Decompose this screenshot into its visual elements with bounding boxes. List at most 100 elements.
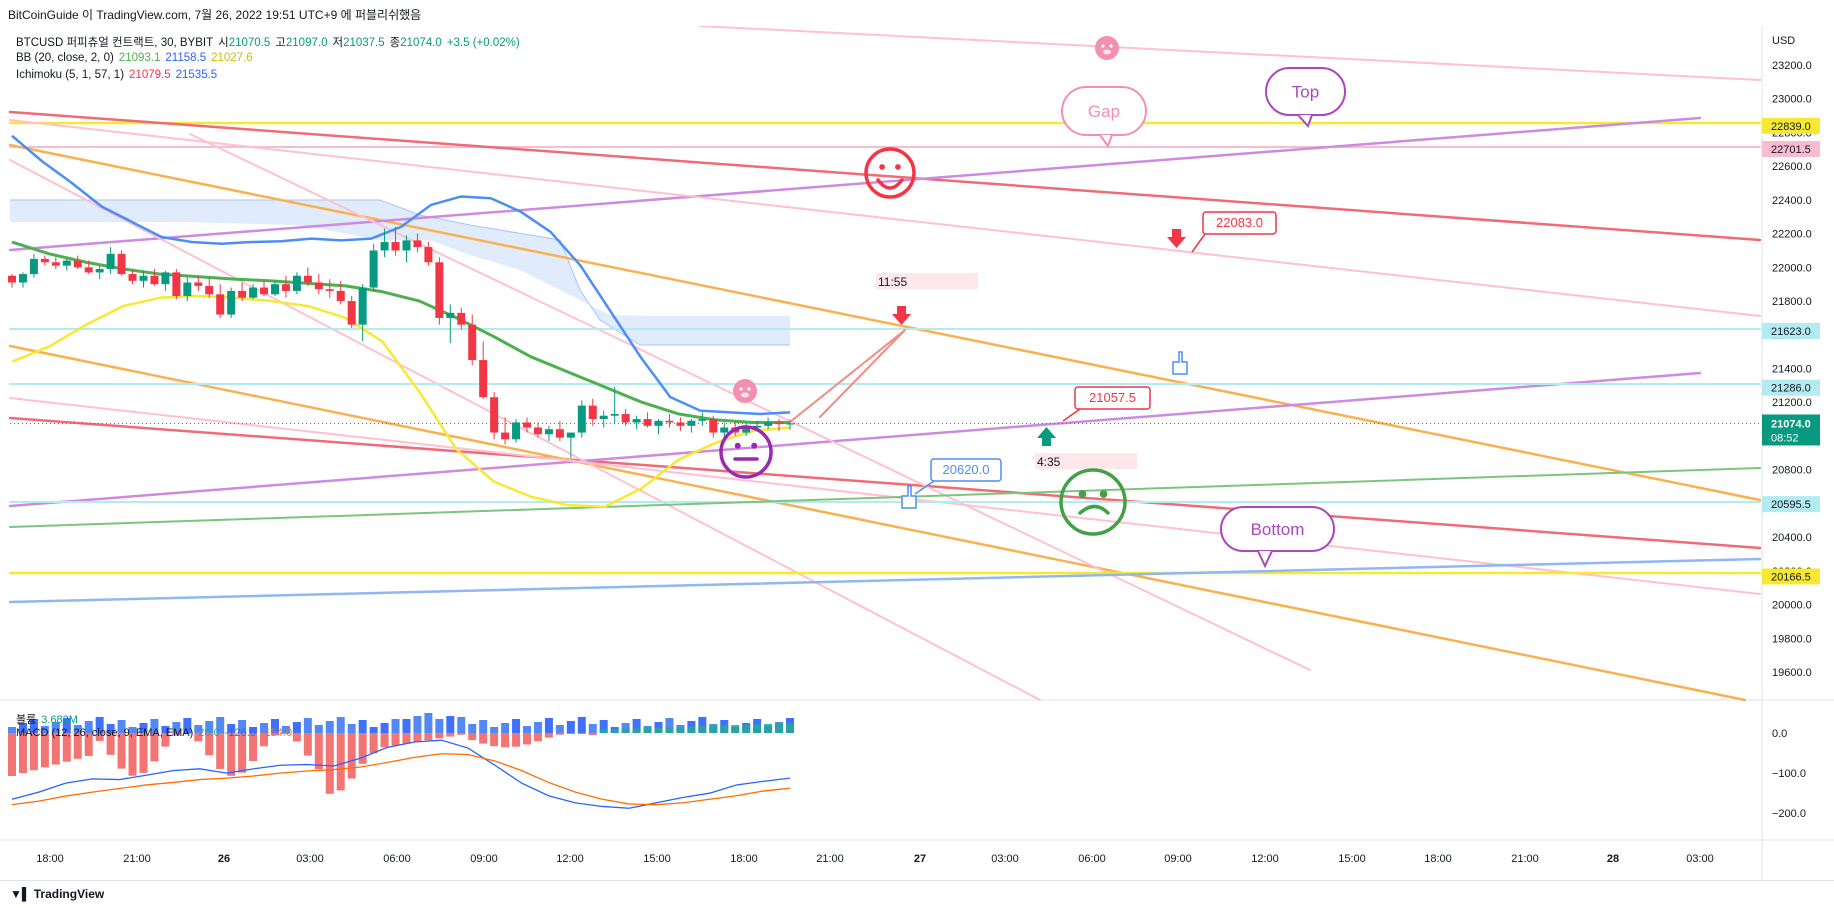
volume-bar [621, 723, 630, 733]
macd-hist-bar [588, 733, 597, 736]
macd-hist-bar [786, 723, 794, 733]
macd-hist-bar [270, 733, 279, 736]
price-label-box [1762, 379, 1820, 396]
candle-body [347, 301, 356, 325]
candles [8, 226, 794, 458]
legend-macd-row: MACD (12, 26, close, 9, EMA, EMA) 28.0 -12… [16, 727, 297, 739]
time-tick: 21:00 [123, 853, 151, 865]
volume-bar [555, 725, 564, 733]
price-21057-box [1074, 386, 1151, 410]
bottom-label-bubble [1220, 506, 1335, 552]
price-tick: 22600.0 [1772, 161, 1812, 173]
time-tick: 18:00 [730, 853, 758, 865]
macd-hist-bar [544, 733, 553, 738]
macd-hist-bar [303, 733, 312, 756]
candle-body [512, 422, 521, 440]
legend-bb-row: BB (20, close, 2, 0) 21093.1 21158.5 21027.… [16, 52, 258, 64]
volume-bar [95, 717, 104, 733]
legend-macd-line: -126.0 [224, 727, 256, 739]
pig-icon-eye [1101, 44, 1105, 48]
pig-icon-small-eye [739, 387, 743, 391]
trendline-7 [8, 344, 1747, 702]
legend-macd-label: MACD (12, 26, close, 9, EMA, EMA) [16, 727, 194, 739]
neutral-face-icon-eye [751, 442, 758, 449]
candle-body [687, 420, 696, 426]
volume-bar [435, 719, 444, 733]
macd-hist-bar [435, 733, 444, 739]
candle-body [479, 360, 488, 398]
candle-body [468, 324, 477, 361]
price-tick: 19600.0 [1772, 667, 1812, 679]
price-tick: 20000.0 [1772, 600, 1812, 612]
macd-hist-bar [687, 726, 696, 733]
candle-body [150, 275, 159, 285]
macd-signal-line [11, 753, 791, 806]
pig-icon-eye [1109, 44, 1113, 48]
volume-bar [501, 723, 510, 733]
confused-face-icon-eye [1078, 490, 1087, 498]
macd-hist-bar [446, 733, 455, 737]
price-axis[interactable]: USD23200.023000.022800.022600.022400.022… [1762, 35, 1820, 820]
tradingview-logo[interactable]: ▼▌ TradingView [10, 887, 105, 901]
macd-hist-bar [292, 733, 301, 742]
candle-body [18, 274, 27, 283]
volume-bar [413, 716, 422, 733]
volume-bar [380, 723, 389, 733]
time-axis[interactable]: 18:00 21:00 26 03:00 06:00 09:00 12:00 15:00 18:… [36, 853, 1714, 865]
volume-bar [303, 718, 312, 733]
candle-body [632, 419, 641, 423]
volume-bar [424, 713, 433, 733]
candle-body [238, 290, 247, 298]
price-label-box [1762, 117, 1820, 134]
candle-body [523, 422, 532, 428]
candle-body [621, 414, 630, 423]
publish-header: BitCoinGuide 이 TradingView.com, 7월 26, 2… [0, 0, 1834, 26]
macd-hist-bar [424, 733, 433, 741]
bb-lines [11, 134, 791, 509]
time-tick: 27 [914, 853, 926, 865]
candle-body [8, 275, 16, 283]
candle-body [29, 258, 38, 275]
macd-hist-bar [577, 733, 586, 734]
time-tick: 06:00 [1078, 853, 1106, 865]
candle-body [73, 260, 82, 268]
volume-bar [150, 719, 159, 733]
happy-face-icon [864, 147, 916, 199]
candle-body [676, 422, 685, 426]
macd-hist-bar [51, 733, 60, 765]
price-label-box [1762, 141, 1820, 158]
legend-change: +3.5 (+0.02%) [446, 37, 520, 49]
candle-body [325, 289, 334, 291]
macd-hist-bar [8, 733, 16, 776]
candle-body [205, 285, 214, 295]
volume-bar [402, 719, 411, 733]
candle-body [490, 397, 499, 433]
footer: ▼▌ TradingView [0, 880, 1834, 908]
macd-hist-bar [336, 733, 345, 791]
price-tick: 21200.0 [1772, 397, 1812, 409]
volume-bar [347, 724, 356, 733]
volume-bar [457, 717, 466, 733]
neutral-face-icon-eye [734, 442, 741, 449]
macd-hist-bar [380, 733, 389, 748]
candle-body [698, 419, 707, 421]
top-label-tail [1297, 114, 1313, 128]
price-tick: 21400.0 [1772, 364, 1812, 376]
candle-body [172, 272, 181, 296]
macd-hist-bar [358, 733, 367, 764]
legend-bb-lower: 21027.6 [211, 52, 253, 64]
macd-hist-bar [249, 733, 258, 762]
volume-bar [205, 721, 214, 733]
neutral-face-icon [719, 425, 773, 479]
ichimoku-kumo [10, 200, 790, 345]
happy-face-icon-eye [879, 164, 885, 170]
time-tick: 03:00 [991, 853, 1019, 865]
annotations: Gap Top Bottom 22083.0 21057.5 20620.0 11:55 4:… [719, 36, 1346, 569]
candle-body [555, 429, 564, 438]
macd-hist-bar [775, 723, 784, 733]
candle-body [413, 240, 422, 248]
volume-bar [533, 722, 542, 733]
volume-bar [106, 724, 115, 733]
chart-canvas[interactable]: Gap Top Bottom 22083.0 21057.5 20620.0 11:55 4:… [0, 26, 1834, 906]
candle-body [435, 262, 444, 318]
